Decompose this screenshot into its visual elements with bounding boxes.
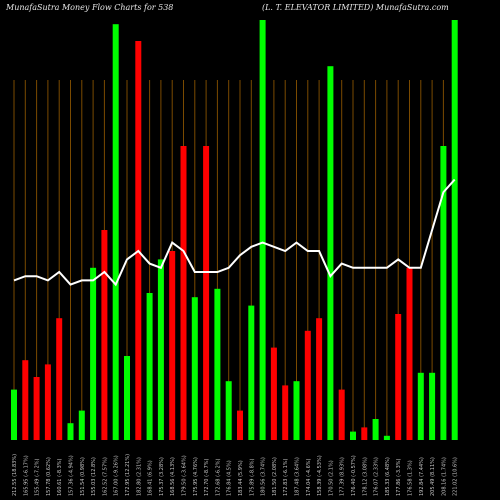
money-flow-bar <box>157 259 164 440</box>
x-axis-label: 162.52 (7.57%) <box>102 457 108 496</box>
x-axis-label: 157.78 (0.62%) <box>46 457 52 496</box>
x-axis-label: 176.84 (4.5%) <box>227 460 233 496</box>
x-axis-label: 178.12 (3.08%) <box>362 457 368 496</box>
money-flow-bar <box>270 347 277 440</box>
x-axis-label: 172.83 (-6.1%) <box>283 458 289 496</box>
x-axis-label: 183.44 (5.9%) <box>238 460 244 496</box>
x-axis-label: 181.50 (2.08%) <box>272 457 278 496</box>
x-axis-label: 172.68 (-6.2%) <box>215 458 221 496</box>
money-flow-bar <box>203 146 210 440</box>
chart-title-right: (L. T. ELEVATOR LIMITED) MunafaSutra.com <box>262 3 449 12</box>
money-flow-bar <box>406 267 413 440</box>
money-flow-bar <box>78 410 85 440</box>
x-axis-label: 180.56 (3.74%) <box>261 457 267 496</box>
x-axis-label: 212.55 (18.83%) <box>12 454 18 496</box>
x-axis-label: 170.50 (2.1%) <box>328 460 334 496</box>
x-axis-label: 177.86 (-3.3%) <box>396 458 402 496</box>
x-axis-label: 158.39 (-4.53%) <box>317 455 323 496</box>
x-axis-label: 175.95 (4.76%) <box>193 457 199 496</box>
money-flow-bar <box>169 251 176 440</box>
x-axis-label: 176.40 (-0.57%) <box>351 455 357 496</box>
x-axis-label: 177.39 (8.93%) <box>340 457 346 496</box>
x-axis-label: 168.56 (4.13%) <box>170 457 176 496</box>
money-flow-bar <box>112 24 119 440</box>
x-axis-label: 192.84 (7.44%) <box>419 457 425 496</box>
money-flow-bar <box>429 372 436 440</box>
chart-title-left: MunafaSutra Money Flow Charts for 538 <box>6 3 174 12</box>
money-flow-bar <box>225 381 232 440</box>
money-flow-bar <box>56 318 63 440</box>
money-flow-bar <box>316 318 323 440</box>
money-flow-bar <box>248 305 255 440</box>
money-flow-bar <box>191 297 198 440</box>
x-axis-label: 179.50 (-3.64%) <box>182 455 188 496</box>
x-axis-label: 167.00 (-9.26%) <box>114 455 120 496</box>
money-flow-bar <box>282 385 289 440</box>
x-axis-label: 160.61 (-8.3%) <box>57 458 63 496</box>
x-axis-labels: 212.55 (18.83%) 165.95 (-6.17%) 155.49 (-7… <box>12 454 459 496</box>
money-flow-bar <box>44 364 51 440</box>
money-flow-bar <box>135 41 142 440</box>
money-flow-line <box>13 178 456 287</box>
x-axis-label: 175.37 (3.28%) <box>159 457 165 496</box>
money-flow-bar <box>304 330 311 440</box>
x-axis-label: 185.33 (6.48%) <box>385 457 391 496</box>
money-flow-bar <box>417 372 424 440</box>
x-axis-label: 208.16 (1.74%) <box>441 457 447 496</box>
x-axis-label: 155.49 (-7.2%) <box>35 458 41 496</box>
money-flow-bar <box>124 356 130 440</box>
x-axis-label: 151.54 (0.98%) <box>80 457 86 496</box>
x-axis-label: 165.95 (-6.17%) <box>23 455 29 496</box>
x-axis-label: 176.58 (1.3%) <box>408 460 414 496</box>
x-axis-label: 172.95 (12.21%) <box>125 454 131 496</box>
x-axis-label: 155.03 (12.8%) <box>91 457 97 496</box>
money-flow-bar <box>372 419 379 440</box>
x-axis-label: 182.80 (2.31%) <box>136 457 142 496</box>
x-axis-label: 175.89 (-8.8%) <box>249 458 255 496</box>
money-flow-bar <box>451 20 458 440</box>
money-flow-bar <box>383 435 390 440</box>
money-flow-bar <box>33 377 40 440</box>
money-flow-bar <box>259 20 266 440</box>
x-axis-label: 176.07 (2.33%) <box>374 457 380 496</box>
money-flow-bar <box>67 423 74 440</box>
x-axis-label: 172.70 (-8.7%) <box>204 458 210 496</box>
money-flow-bar <box>146 293 153 440</box>
money-flow-bar <box>395 314 402 440</box>
money-flow-bar <box>338 389 345 440</box>
money-flow-bar <box>180 146 187 440</box>
money-flow-bar <box>327 66 334 440</box>
x-axis-label: 205.49 (8.11%) <box>430 457 436 496</box>
x-axis-label: 168.41 (6.9%) <box>148 460 154 496</box>
money-flow-bar <box>237 410 243 440</box>
money-flow-bar <box>101 230 108 440</box>
x-axis-label: 174.04 (-4.6%) <box>306 458 312 496</box>
x-axis-label: 221.02 (10.6%) <box>453 457 459 496</box>
money-flow-bar <box>11 389 17 440</box>
money-flow-bar <box>440 146 447 440</box>
money-flow-bar <box>293 381 300 440</box>
money-flow-bar <box>90 267 97 440</box>
money-flow-bar <box>22 360 29 440</box>
x-axis-label: 187.48 (3.64%) <box>295 457 301 496</box>
chart-grid <box>13 80 456 440</box>
money-flow-bars <box>11 20 458 440</box>
x-axis-label: 157.36 (-4.94%) <box>69 455 75 496</box>
money-flow-bar <box>361 427 368 440</box>
money-flow-bar <box>350 431 356 440</box>
money-flow-bar <box>214 288 221 440</box>
